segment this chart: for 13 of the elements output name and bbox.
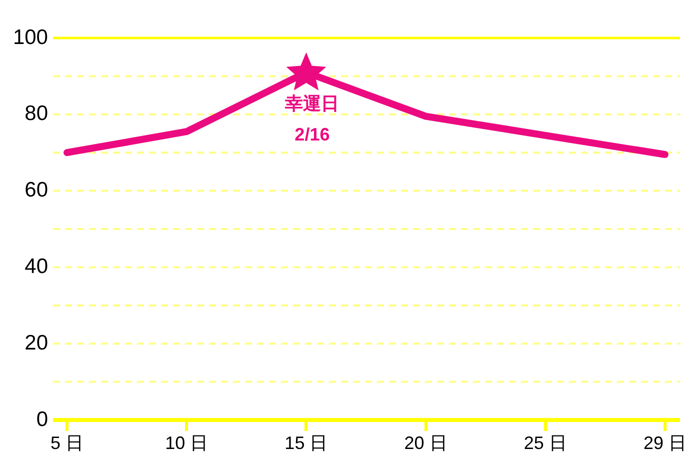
x-tick-label: 25 日 xyxy=(524,432,567,453)
x-tick-label: 10 日 xyxy=(165,432,208,453)
x-tick-label: 15 日 xyxy=(284,432,328,453)
x-tick-label: 29 日 xyxy=(643,432,687,453)
x-tick-label: 20 日 xyxy=(404,432,448,453)
y-tick-label: 20 xyxy=(24,331,48,354)
x-tick-label: 5 日 xyxy=(50,432,84,453)
y-tick-label: 0 xyxy=(36,408,48,431)
y-tick-label: 40 xyxy=(24,254,48,278)
annotation: 幸運日 2/16 xyxy=(284,93,340,144)
y-tick-label: 60 xyxy=(24,178,48,202)
y-tick-label: 100 xyxy=(12,26,48,49)
y-tick-label: 80 xyxy=(24,102,48,126)
